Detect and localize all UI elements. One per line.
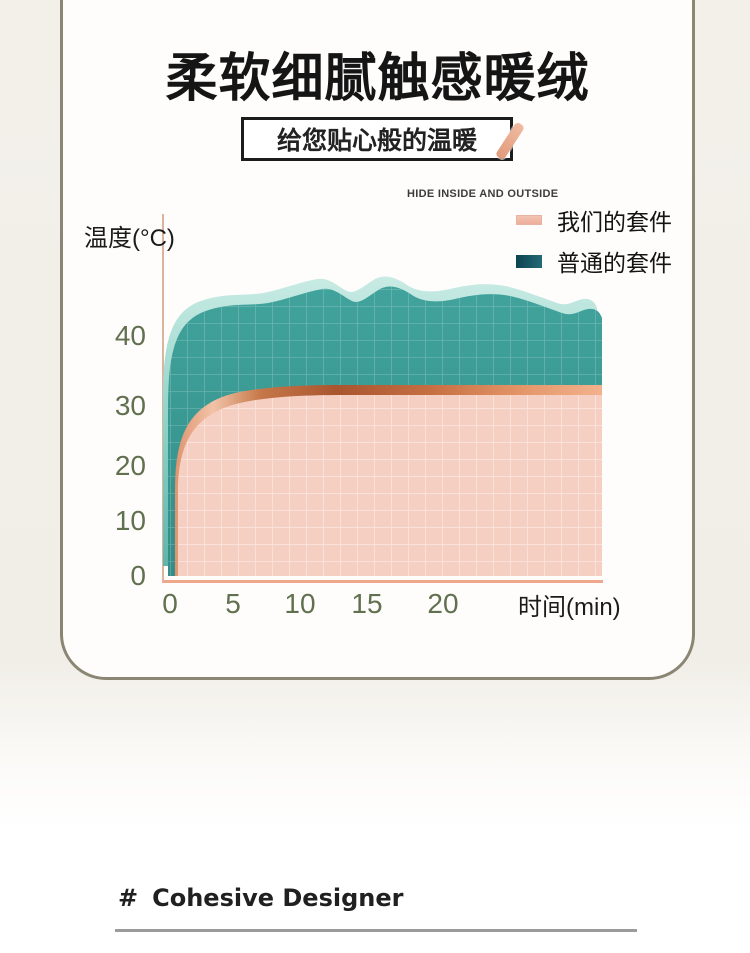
chart-legend: 我们的套件 普通的套件 xyxy=(400,204,672,277)
brand-name: Cohesive Designer xyxy=(152,884,404,912)
page-title: 柔软细腻触感暖绒 xyxy=(165,49,590,109)
y-tick-20: 20 xyxy=(114,450,146,481)
x-tick-0: 0 xyxy=(162,588,178,619)
y-tick-10: 10 xyxy=(114,505,146,536)
legend-label: 我们的套件 xyxy=(557,209,672,235)
footer-divider xyxy=(115,929,637,932)
footer-brand: # Cohesive Designer xyxy=(118,884,403,912)
legend-swatch-teal xyxy=(516,254,542,268)
tagline-text: HIDE INSIDE AND OUTSIDE xyxy=(407,188,559,200)
y-tick-0: 0 xyxy=(130,560,146,591)
subtitle-text: 给您贴心般的温暖 xyxy=(276,127,477,155)
x-tick-10: 10 xyxy=(284,588,316,619)
y-tick-40: 40 xyxy=(114,320,146,351)
x-tick-15: 15 xyxy=(351,588,383,619)
legend-label: 普通的套件 xyxy=(557,250,672,276)
y-axis-label: 温度(°C) xyxy=(84,225,175,252)
hashtag: # xyxy=(118,884,139,912)
subtitle-box: 给您贴心般的温暖 xyxy=(241,117,513,161)
legend-item-our: 我们的套件 xyxy=(516,204,672,236)
y-tick-30: 30 xyxy=(114,390,146,421)
legend-item-ordinary: 普通的套件 xyxy=(516,245,672,277)
x-tick-20: 20 xyxy=(427,588,459,619)
x-tick-5: 5 xyxy=(225,588,241,619)
legend-swatch-pink xyxy=(516,215,542,225)
x-axis-label: 时间(min) xyxy=(518,594,621,621)
